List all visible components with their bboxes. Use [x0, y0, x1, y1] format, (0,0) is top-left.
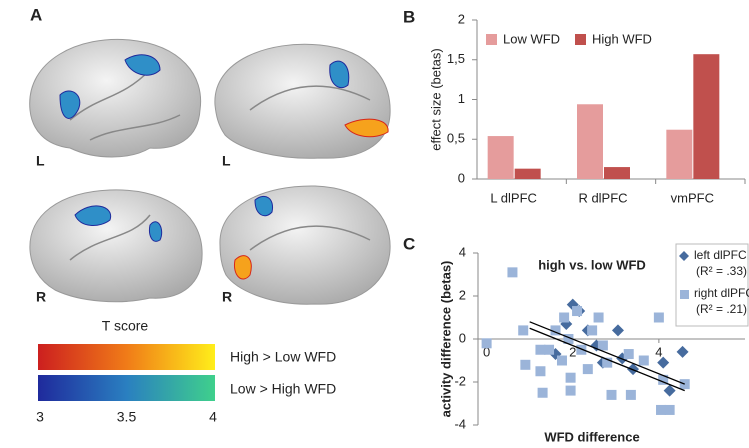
point: [535, 366, 546, 377]
legend-box: [675, 243, 749, 327]
point: [627, 363, 640, 376]
bar: [577, 104, 603, 179]
bar: [693, 54, 720, 180]
legend-label: right dlPFC: [694, 286, 749, 300]
brain-left-medial: [214, 43, 391, 159]
colorbar-tick-label: 3.5: [117, 409, 137, 425]
point: [576, 344, 587, 355]
point: [623, 349, 634, 360]
y-tick-label: 2: [459, 287, 466, 302]
x-tick-label: 0: [483, 344, 490, 359]
y-tick-label: 0: [458, 170, 465, 185]
y-tick-label: 0,5: [447, 131, 465, 146]
colorbar-tick-label: 4: [209, 409, 217, 425]
bar: [514, 168, 541, 179]
point: [535, 344, 546, 355]
colorbar-title: T score: [102, 318, 149, 334]
y-tick-label: -2: [454, 373, 466, 388]
point: [507, 267, 518, 278]
brain-images: [29, 38, 391, 305]
x-tick-label: L dlPFC: [490, 190, 536, 205]
point: [638, 355, 649, 366]
point: [653, 312, 664, 323]
hemisphere-label: L: [222, 153, 231, 169]
hemisphere-label: L: [36, 153, 45, 169]
panel-label: B: [403, 7, 415, 26]
point: [520, 359, 531, 370]
brain-left-lateral: [29, 38, 202, 158]
point: [611, 324, 624, 337]
point: [658, 374, 669, 385]
x-tick-label: 4: [655, 344, 662, 359]
point: [565, 385, 576, 396]
y-axis-label: effect size (betas): [428, 48, 443, 150]
y-tick-label: 4: [459, 244, 466, 259]
colorbar-row-label: High > Low WFD: [230, 349, 336, 365]
brain-right-medial: [219, 185, 391, 305]
point: [593, 312, 604, 323]
fit-line: [529, 327, 685, 392]
point: [537, 387, 548, 398]
bar: [487, 136, 514, 179]
point: [597, 340, 608, 351]
point: [625, 389, 636, 400]
hemisphere-label: R: [36, 289, 46, 305]
legend-label: left dlPFC: [694, 248, 747, 262]
x-tick-label: 2: [569, 344, 576, 359]
y-axis-label: activity difference (betas): [438, 261, 453, 418]
legend-swatch: [575, 34, 586, 45]
point: [602, 357, 613, 368]
hemisphere-label: R: [222, 289, 232, 305]
legend-marker: [679, 251, 689, 261]
fit-line: [529, 321, 685, 385]
legend-marker: [680, 290, 689, 299]
x-tick-label: R dlPFC: [578, 190, 627, 205]
y-tick-label: 1: [458, 91, 465, 106]
legend-label: High WFD: [592, 31, 652, 46]
point: [550, 325, 561, 336]
point: [572, 306, 583, 317]
y-tick-label: 1,5: [447, 51, 465, 66]
chart-title: high vs. low WFD: [538, 257, 646, 272]
point: [544, 344, 555, 355]
x-tick-label: vmPFC: [671, 190, 714, 205]
y-tick-label: -4: [454, 416, 466, 431]
x-axis-label: WFD difference: [544, 429, 639, 444]
point: [587, 325, 598, 336]
point: [664, 404, 675, 415]
colorbar-row-label: Low > High WFD: [230, 381, 336, 397]
point: [481, 338, 492, 349]
colorbar-cool: [38, 375, 215, 401]
legend-note: (R² = .33): [696, 264, 747, 278]
point: [556, 355, 567, 366]
legend-note: (R² = .21): [696, 302, 747, 316]
point: [582, 364, 593, 375]
y-tick-label: 2: [458, 11, 465, 26]
point: [518, 325, 529, 336]
legend-swatch: [486, 34, 497, 45]
legend-label: Low WFD: [503, 31, 560, 46]
point: [656, 404, 667, 415]
colorbar-hot: [38, 344, 215, 370]
point: [563, 334, 574, 344]
bar: [604, 167, 630, 179]
point: [606, 389, 617, 400]
panel-label: C: [403, 234, 415, 253]
point: [663, 384, 676, 397]
point: [559, 312, 570, 323]
point: [565, 372, 576, 383]
panel-label: A: [30, 5, 42, 24]
brain-right-lateral: [29, 189, 203, 303]
point: [657, 356, 670, 369]
colorbar-tick-label: 3: [36, 409, 44, 425]
activation-hot: [233, 118, 389, 280]
bar: [666, 129, 693, 179]
point: [676, 345, 689, 358]
activation-cool: [59, 54, 350, 242]
sulcus: [69, 69, 371, 261]
y-tick-label: 0: [459, 330, 466, 345]
